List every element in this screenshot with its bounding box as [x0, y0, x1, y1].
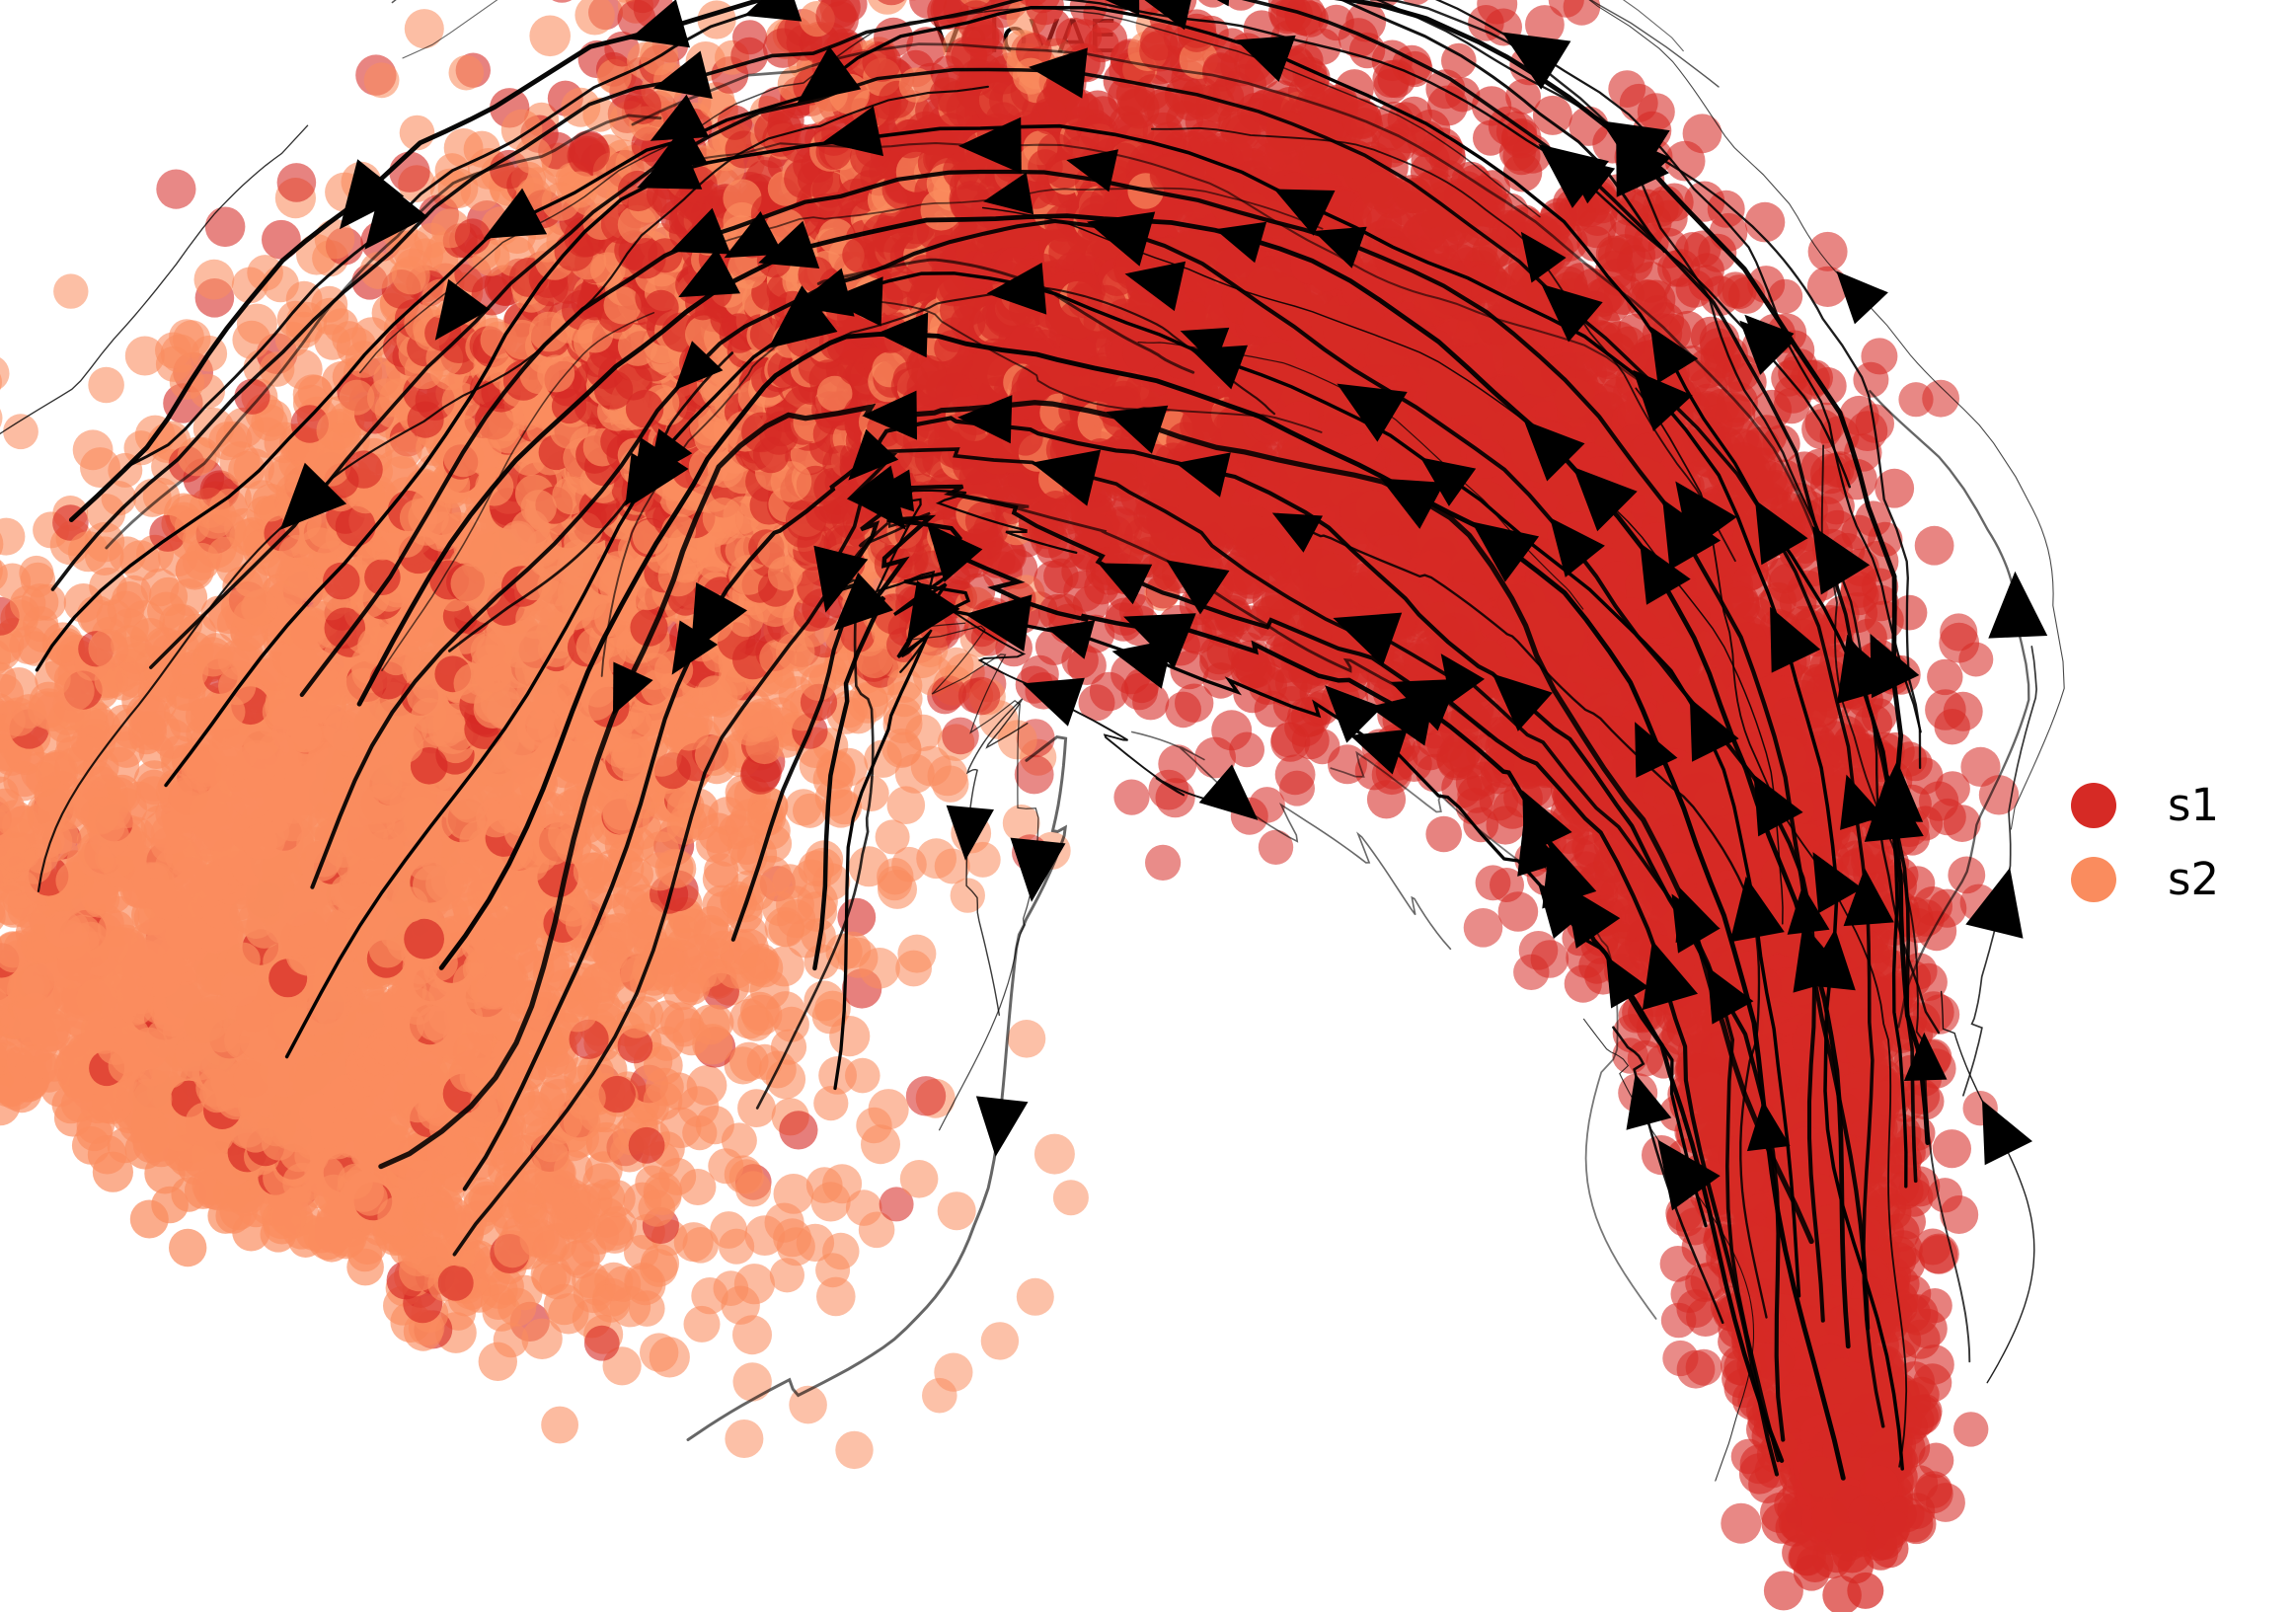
scatter-point — [169, 1228, 207, 1267]
scatter-point — [33, 1040, 75, 1082]
scatter-point — [315, 1204, 354, 1244]
scatter-point — [521, 1318, 563, 1360]
scatter-point — [195, 1068, 235, 1108]
scatter-point — [304, 1155, 345, 1196]
scatter-point — [541, 1406, 578, 1444]
scatter-point — [71, 1126, 111, 1165]
scatter-point — [269, 1198, 307, 1236]
scatter-point — [437, 1265, 474, 1301]
scatter-point — [683, 1305, 721, 1343]
scatter-point — [151, 1186, 189, 1224]
scatter-point — [0, 1042, 9, 1076]
scatter-point — [130, 1115, 171, 1156]
scatter-point — [400, 1232, 437, 1269]
scatter-point — [343, 1171, 384, 1212]
scatter-point — [132, 1079, 173, 1119]
scatter-point — [0, 1072, 31, 1108]
scatter-point — [493, 1322, 529, 1358]
scatter-point — [583, 1325, 620, 1361]
scatter-point — [835, 1430, 874, 1470]
scatter-point — [732, 1362, 772, 1402]
scatter-point — [346, 1248, 384, 1286]
scatter-point — [725, 1420, 764, 1458]
